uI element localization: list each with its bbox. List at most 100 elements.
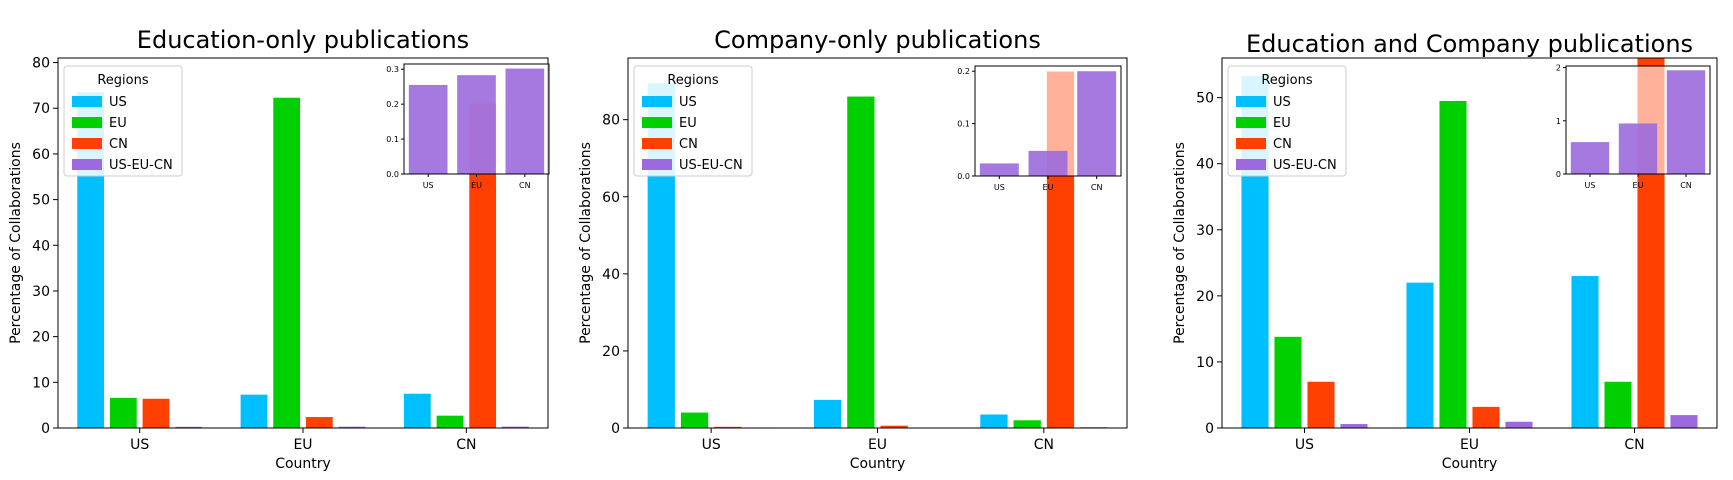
bar-us-eu-cn-eu [1505,421,1533,428]
x-axis-label: Country [850,456,906,472]
y-tick-label: 20 [32,330,50,346]
inset-y-tick-label: 0.2 [386,100,399,109]
legend: Regions US EU CN US-EU-CN [1227,65,1347,177]
inset-x-tick-label: EU [1043,183,1054,192]
bar-eu-cn [436,415,464,428]
bar-eu-us [1274,336,1302,428]
bar-us-eu [1406,282,1434,428]
inset-bar-us [408,84,448,174]
legend-entry-us: US [109,95,127,110]
y-axis-label: Percentage of Collaborations [578,142,594,344]
y-tick-label: 50 [1196,91,1214,107]
inset-x-tick-label: CN [1680,181,1692,190]
bar-us-cn [980,414,1008,428]
legend-title: Regions [667,73,719,88]
bar-us-eu-cn-eu [338,426,366,428]
inset-y-tick-label: 0.3 [386,65,399,74]
legend-swatch-cn [1236,138,1266,149]
y-tick-label: 10 [1196,355,1214,371]
chart-title: Company-only publications [714,26,1041,54]
bar-eu-eu [847,96,875,429]
bar-us-cn [403,393,431,428]
x-tick-label: CN [1624,437,1644,453]
bar-cn-eu [305,417,333,428]
chart-title: Education-only publications [137,26,469,54]
y-tick-label: 40 [32,238,50,254]
y-tick-label: 50 [32,193,50,209]
legend-entry-us: US [1273,95,1291,110]
inset-bar-eu [1028,150,1068,176]
x-tick-label: US [1295,437,1314,453]
y-axis-label: Percentage of Collaborations [8,142,24,344]
y-tick-label: 60 [32,147,50,163]
y-tick-label: 80 [602,113,620,129]
inset-x-tick-label: CN [519,181,531,190]
bar-eu-eu [273,97,301,429]
legend-swatch-us-eu-cn [72,159,102,170]
inset-y-tick-label: 0.0 [386,170,399,179]
x-tick-label: US [702,437,721,453]
legend: Regions US EU CN US-EU-CN [63,65,183,177]
x-tick-label: EU [1460,437,1479,453]
bar-us-eu-cn-us [1340,424,1368,428]
legend-swatch-us [1236,96,1266,107]
y-tick-label: 70 [32,101,50,117]
y-tick-label: 0 [41,421,50,437]
y-tick-label: 40 [602,267,620,283]
legend-swatch-us [642,96,672,107]
y-tick-label: 80 [32,56,50,72]
legend-swatch-cn [642,138,672,149]
legend-entry-us: US [679,95,697,110]
chart-panel-3: Education and Company publications010203… [1172,30,1718,472]
y-tick-label: 10 [32,375,50,391]
y-tick-label: 30 [32,284,50,300]
bar-us-eu-cn-cn [501,426,529,428]
inset-y-tick-label: 0.1 [386,135,399,144]
bar-eu-cn [1013,420,1041,428]
legend-swatch-eu [1236,117,1266,128]
chart-panel-1: Education-only publications 0 10 20 30 40 50 60… [8,26,550,472]
legend-entry-cn: CN [109,137,128,152]
y-tick-label: 30 [1196,223,1214,239]
inset-chart: 0.0 0.1 0.2 US EU CN [957,65,1122,192]
inset-y-tick-label: 0.1 [957,120,970,129]
x-axis-label: Country [275,456,331,472]
inset-bar-cn [1077,71,1117,176]
inset-x-tick-label: EU [471,181,482,190]
bar-us-eu-cn-us [175,426,203,428]
legend-entry-us-eu-cn: US-EU-CN [109,158,173,173]
bar-eu-cn [1604,381,1632,428]
x-tick-label: CN [1034,437,1054,453]
legend-entry-cn: CN [1273,137,1292,152]
x-tick-label: EU [868,437,887,453]
bar-cn-us [142,398,170,428]
y-axis-label: Percentage of Collaborations [1172,142,1188,344]
bar-us-cn [1571,276,1599,428]
legend-title: Regions [1261,73,1313,88]
inset-x-tick-label: US [994,183,1005,192]
legend-swatch-us-eu-cn [642,159,672,170]
bar-cn-eu [880,425,908,428]
inset-y-tick-label: 0.2 [957,67,970,76]
x-tick-label: US [130,437,149,453]
bar-cn-us [714,426,742,428]
x-tick-label: CN [456,437,476,453]
legend-entry-us-eu-cn: US-EU-CN [1273,158,1337,173]
legend-entry-eu: EU [109,116,127,131]
bar-us-eu-cn-cn [1670,415,1698,428]
legend-swatch-cn [72,138,102,149]
y-tick-label: 0 [1205,421,1214,437]
x-tick-label: EU [293,437,312,453]
bar-eu-us [109,397,137,428]
bar-eu-us [680,412,709,428]
x-axis-label: Country [1442,456,1498,472]
inset-x-tick-label: CN [1091,183,1103,192]
legend-swatch-eu [642,117,672,128]
bar-us-eu [240,394,268,428]
inset-bar-eu [1618,123,1658,174]
inset-bar-us [979,163,1019,176]
y-tick-label: 40 [1196,157,1214,173]
legend-entry-eu: EU [1273,116,1291,131]
legend-entry-eu: EU [679,116,697,131]
